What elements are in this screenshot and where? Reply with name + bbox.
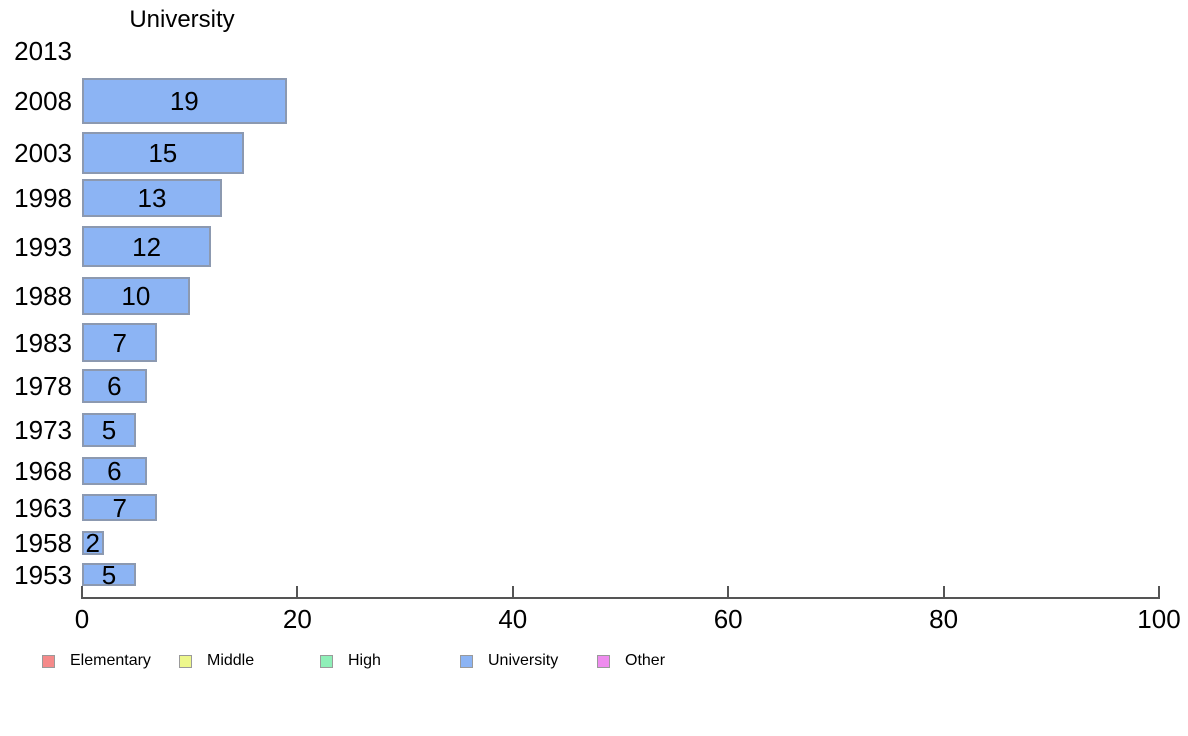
y-axis-label: 1983	[14, 327, 72, 358]
bar-value-label: 13	[137, 183, 167, 213]
legend-swatch-middle	[179, 654, 192, 668]
legend-swatch-university	[460, 654, 473, 668]
bar-value-label: 7	[112, 327, 127, 358]
y-axis-label: 1988	[14, 281, 72, 311]
y-axis-label: 1958	[14, 528, 72, 558]
bar: 19	[82, 78, 287, 124]
bar: 2	[82, 528, 104, 558]
y-axis-label: 1973	[14, 415, 72, 445]
legend-item-university: University	[460, 652, 558, 670]
y-axis-label: 1998	[14, 183, 72, 213]
y-axis-label: 1993	[14, 231, 72, 262]
bar-value-label: 6	[107, 456, 122, 486]
bar-value-label: 15	[148, 138, 178, 168]
y-axis-label: 1978	[14, 371, 72, 401]
bar-value-label: 12	[132, 231, 162, 262]
bar-value-label: 6	[107, 371, 122, 401]
legend-swatch-other	[597, 654, 610, 668]
y-axis-label: 1953	[14, 559, 72, 590]
legend-swatch-elementary	[42, 654, 55, 668]
x-axis-tick-label: 80	[929, 604, 959, 634]
bar: 6	[82, 369, 147, 403]
x-axis-line	[82, 597, 1159, 599]
legend-label: Elementary	[70, 652, 151, 669]
bar-value-label: 2	[85, 528, 100, 558]
bar-value-label: 10	[121, 281, 151, 311]
bar-value-label: 5	[101, 415, 117, 445]
bar: 6	[82, 457, 147, 485]
legend-label: Other	[625, 652, 666, 669]
bar: 7	[82, 492, 158, 523]
bar-value-label: 7	[112, 492, 127, 523]
legend-label: University	[488, 652, 559, 669]
bar: 15	[82, 132, 244, 174]
legend-item-high: High	[320, 652, 381, 670]
y-axis-label: 2013	[14, 36, 72, 66]
bar: 5	[82, 559, 136, 590]
x-axis-tick-label: 0	[74, 604, 90, 634]
y-axis-label: 2003	[14, 138, 72, 168]
x-axis-tick-label: 40	[498, 604, 528, 634]
legend-item-other: Other	[597, 652, 665, 670]
x-axis-tick	[296, 586, 299, 599]
bar: 12	[82, 226, 212, 267]
x-axis-tick-label: 60	[713, 604, 743, 634]
y-axis-label: 2008	[14, 86, 72, 116]
y-axis-label: 1963	[14, 492, 72, 523]
bar-value-label: 19	[169, 86, 199, 116]
x-axis-tick	[1158, 586, 1160, 599]
bar: 10	[82, 277, 190, 315]
legend-label: High	[348, 652, 381, 669]
y-axis-label: 1968	[14, 456, 72, 486]
x-axis-tick	[511, 586, 514, 599]
bar: 13	[82, 179, 222, 217]
x-axis-tick	[942, 586, 945, 599]
bar-value-label: 5	[101, 559, 117, 590]
legend-item-middle: Middle	[179, 652, 254, 670]
x-axis-tick	[727, 586, 730, 599]
legend-item-elementary: Elementary	[42, 652, 151, 670]
legend-label: Middle	[207, 652, 255, 669]
x-axis-tick	[81, 586, 83, 599]
x-axis-tick-label: 100	[1137, 604, 1181, 634]
legend-swatch-high	[320, 654, 333, 668]
chart-title: University	[129, 6, 235, 33]
x-axis-tick-label: 20	[282, 604, 312, 634]
bar: 7	[82, 323, 158, 362]
bar: 5	[82, 413, 136, 447]
